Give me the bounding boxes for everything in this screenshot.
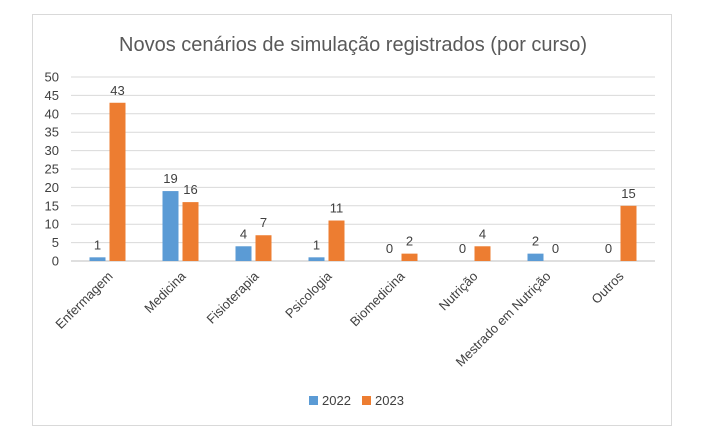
x-tick-label: Enfermagem [52, 269, 115, 332]
data-label: 19 [163, 171, 177, 186]
y-tick-label: 45 [45, 88, 59, 103]
y-tick-label: 50 [45, 70, 59, 85]
y-tick-label: 15 [45, 198, 59, 213]
y-tick-label: 20 [45, 180, 59, 195]
x-tick-label: Medicina [141, 268, 189, 316]
bar-2023-medicina [182, 202, 199, 261]
data-label: 43 [110, 83, 124, 98]
y-tick-label: 30 [45, 143, 59, 158]
bar-2022-mestrado-em-nutrição [527, 253, 544, 261]
x-tick-label: Psicologia [282, 268, 335, 321]
data-label: 2 [406, 234, 413, 249]
data-label: 1 [94, 237, 101, 252]
bar-2022-psicologia [308, 257, 325, 261]
data-label: 16 [183, 182, 197, 197]
x-tick-label: Outros [588, 268, 627, 307]
data-label: 0 [386, 241, 393, 256]
gridlines [71, 76, 655, 262]
bar-2022-enfermagem [89, 257, 106, 261]
legend-label-2022: 2022 [322, 393, 351, 408]
x-tick-label: Fisioterapia [203, 268, 262, 327]
y-tick-label: 5 [52, 235, 59, 250]
bar-2022-medicina [162, 191, 179, 261]
x-axis: Enfermagem Medicina Fisioterapia Psicologia… [52, 268, 627, 370]
bars [89, 102, 637, 261]
bar-2023-psicologia [328, 220, 345, 261]
data-label: 0 [552, 241, 559, 256]
data-label: 4 [240, 226, 247, 241]
data-label: 2 [532, 234, 539, 249]
legend-swatch-2023 [362, 396, 371, 405]
y-tick-label: 10 [45, 217, 59, 232]
y-axis: 0 5 10 15 20 25 30 35 40 45 50 [45, 70, 59, 269]
legend-swatch-2022 [309, 396, 318, 405]
data-label: 0 [605, 241, 612, 256]
bar-2023-nutrição [474, 246, 491, 261]
data-label: 4 [479, 226, 486, 241]
bar-2023-enfermagem [109, 102, 126, 261]
y-tick-label: 0 [52, 254, 59, 269]
bar-2023-fisioterapia [255, 235, 272, 261]
x-tick-label: Biomedicina [347, 268, 408, 329]
data-label: 0 [459, 241, 466, 256]
y-tick-label: 40 [45, 106, 59, 121]
bar-chart: Novos cenários de simulação registrados … [45, 34, 655, 408]
x-tick-label: Nutrição [436, 269, 481, 314]
data-label: 1 [313, 237, 320, 252]
data-label: 15 [621, 186, 635, 201]
legend: 2022 2023 [309, 393, 404, 408]
data-label: 11 [330, 201, 344, 216]
bar-2023-outros [620, 205, 637, 261]
bar-2023-biomedicina [401, 253, 418, 261]
y-tick-label: 35 [45, 125, 59, 140]
data-label: 7 [260, 215, 267, 230]
chart-frame: Novos cenários de simulação registrados … [32, 14, 672, 426]
bar-2022-fisioterapia [235, 246, 252, 261]
y-tick-label: 25 [45, 162, 59, 177]
legend-label-2023: 2023 [375, 393, 404, 408]
chart-title: Novos cenários de simulação registrados … [119, 34, 587, 56]
